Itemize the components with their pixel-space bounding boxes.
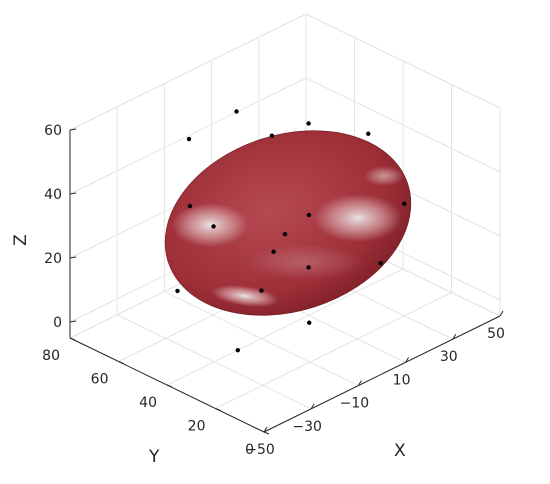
y-tick-mark [215,408,221,411]
x-tick-mark [263,426,268,433]
grid-line [69,13,501,131]
grid-line [215,292,452,409]
data-point [235,348,240,353]
data-points [175,109,407,353]
tick-labels: −50 −30 −10 10 30 50 0 20 40 60 80 0 20 40 60 [42,123,505,458]
highlight [172,203,248,247]
highlight [314,194,402,242]
data-point [307,320,312,325]
y-tick-label: 40 [139,395,157,411]
data-point [234,109,239,114]
x-tick-mark [499,310,504,317]
data-point [211,224,216,229]
data-point [306,121,311,126]
z-tick-label: 40 [44,187,62,203]
x-tick-mark [357,380,362,386]
z-tick-mark [69,192,77,195]
z-tick-mark [69,320,77,323]
x-axis-label: X [394,441,406,461]
data-point [187,203,193,209]
y-tick-label: 20 [188,419,206,435]
y-tick-label: 0 [245,442,254,458]
data-point [306,265,311,270]
y-tick-mark [118,361,124,364]
z-tick-mark [69,128,77,131]
z-tick-label: 0 [53,315,62,331]
x-tick-label: 10 [393,372,411,388]
x-tick-mark [452,333,457,340]
grid-line [166,268,404,386]
z-axis-label: Z [11,234,31,246]
x-tick-mark [405,357,410,363]
y-tick-label: 60 [91,372,109,388]
y-tick-mark [166,384,173,388]
data-point [378,261,383,266]
x-tick-label: −30 [292,419,322,435]
y-tick-mark [69,337,76,341]
y-axis-label: Y [148,447,160,467]
z-tick-label: 60 [44,123,62,139]
data-point [306,212,312,218]
data-point [269,133,275,138]
x-tick-label: 30 [440,349,458,365]
data-point [271,249,276,254]
z-tick-label: 20 [44,251,62,267]
z-tick-mark [69,256,77,259]
grid-line [69,13,501,131]
data-point [366,131,371,136]
x-tick-label: −10 [340,396,370,412]
x-tick-label: 50 [487,326,505,342]
data-point [259,288,264,293]
data-point [186,136,192,142]
axes [69,128,504,435]
y-tick-label: 80 [42,348,60,364]
grid-line [69,77,501,195]
data-point [175,288,180,294]
data-point [282,232,288,237]
x-axis-line [263,315,501,433]
x-tick-label: −50 [245,442,275,458]
x-tick-mark [310,403,315,410]
y-tick-mark [263,431,270,435]
highlight [364,166,404,186]
highlight [245,244,365,280]
data-point [402,201,407,206]
